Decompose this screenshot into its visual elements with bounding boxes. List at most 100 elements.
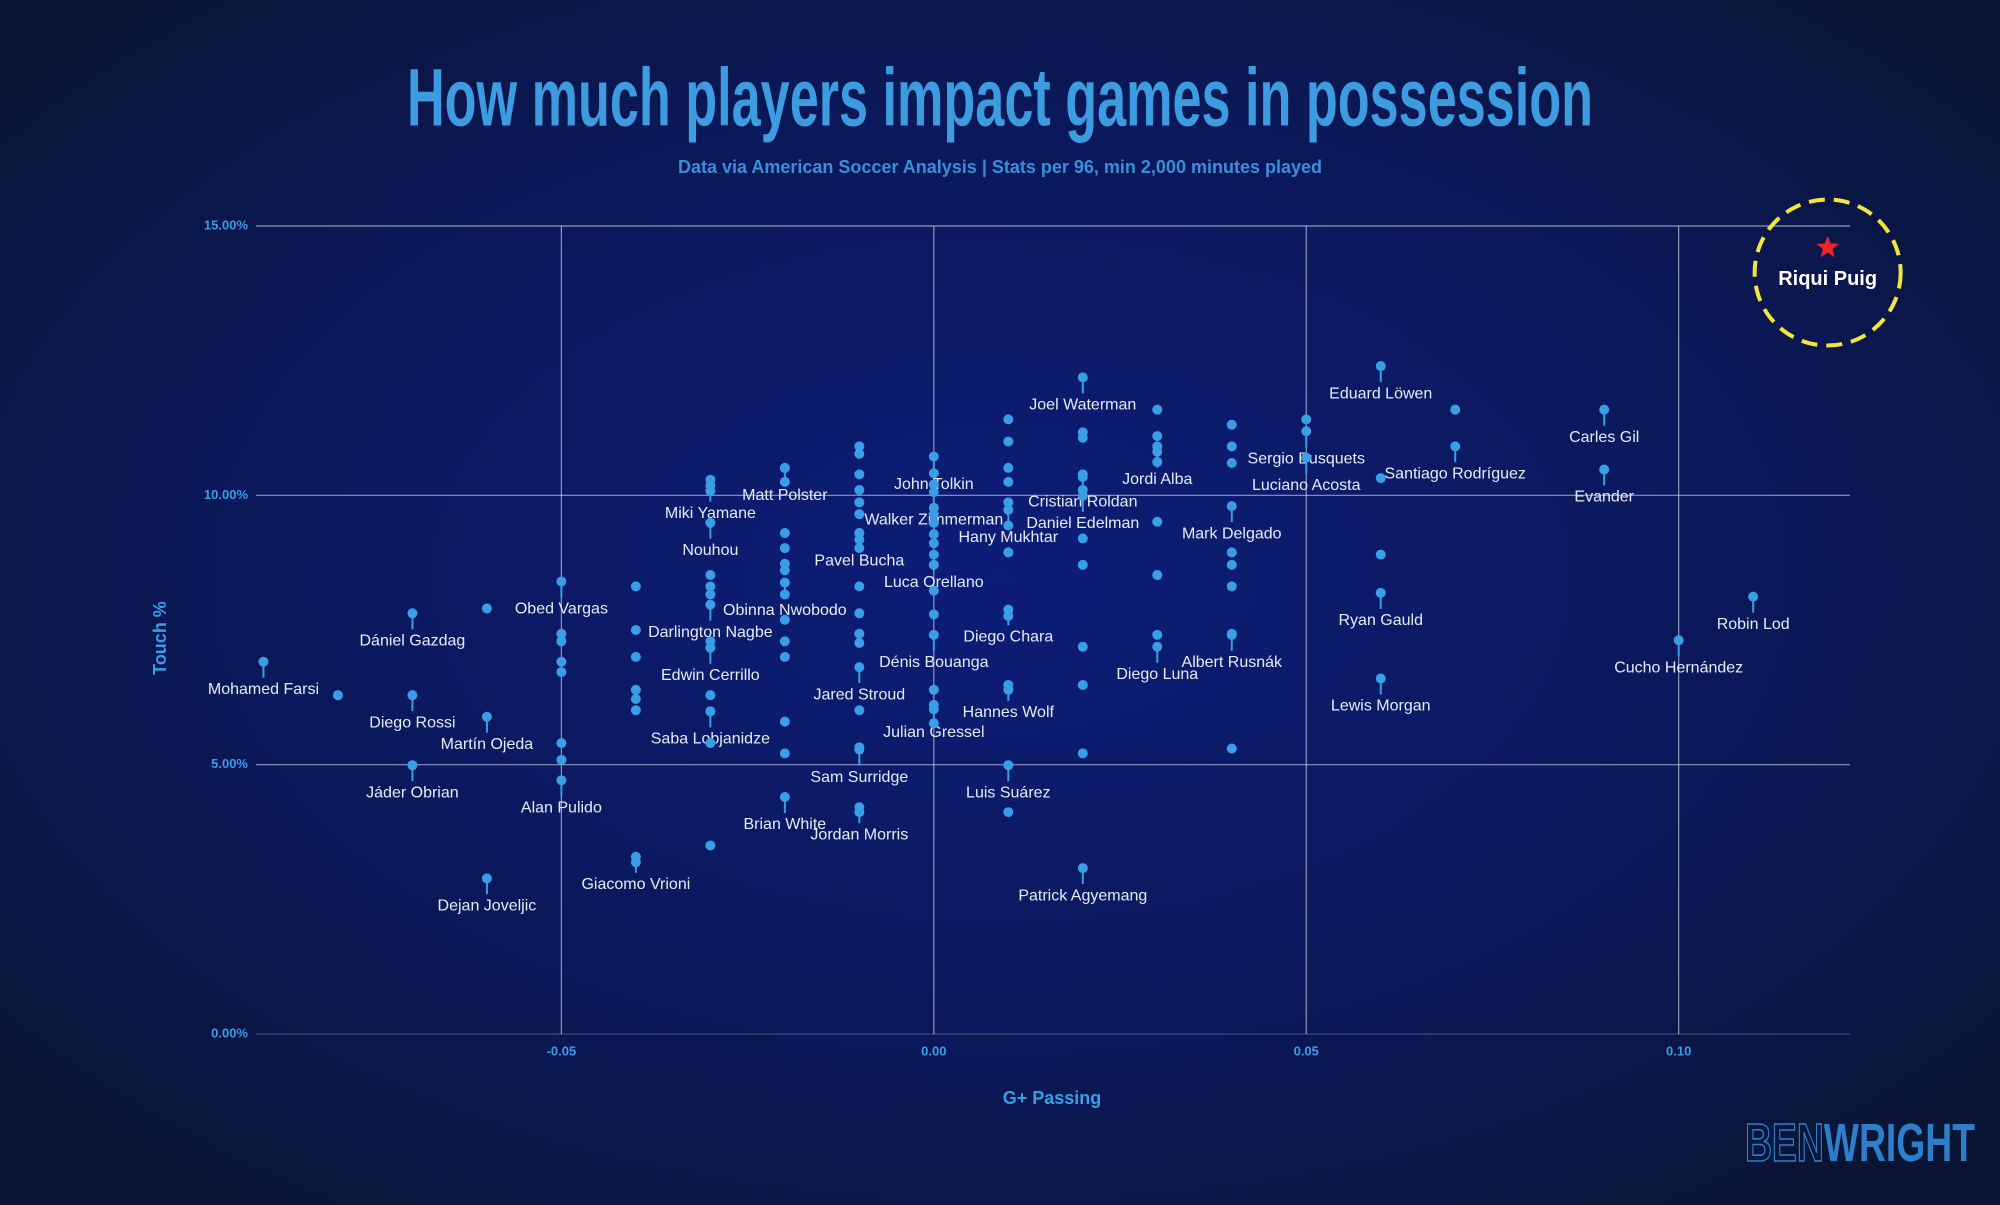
point — [705, 486, 716, 497]
point — [630, 581, 641, 592]
point — [1003, 684, 1014, 695]
point — [1301, 426, 1312, 437]
point — [1226, 441, 1237, 452]
point — [630, 684, 641, 695]
point — [928, 487, 939, 498]
point — [705, 570, 716, 581]
point-label: Obinna Nwobodo — [723, 602, 847, 619]
point-label: Patrick Agyemang — [1018, 887, 1147, 904]
point — [1375, 549, 1386, 560]
point — [481, 603, 492, 614]
point — [854, 448, 865, 459]
point — [705, 589, 716, 600]
chart-title: How much players impact games in possess… — [407, 53, 1593, 144]
point — [1226, 581, 1237, 592]
point — [705, 738, 716, 749]
point — [1301, 414, 1312, 425]
point-label: Julian Gressel — [883, 724, 984, 741]
point — [1077, 533, 1088, 544]
point — [481, 873, 492, 884]
point — [705, 517, 716, 528]
point-label: Luciano Acosta — [1252, 477, 1361, 494]
point — [1450, 404, 1461, 415]
point — [556, 738, 567, 749]
point — [1748, 591, 1759, 602]
point — [928, 468, 939, 479]
point — [928, 479, 939, 490]
point-label: Dejan Joveljic — [438, 898, 537, 915]
point — [556, 754, 567, 765]
point — [1003, 462, 1014, 473]
point — [556, 576, 567, 587]
point-label: Hany Mukhtar — [959, 529, 1059, 546]
x-tick-label: -0.05 — [547, 1043, 577, 1058]
point — [630, 693, 641, 704]
point-label: Darlington Nagbe — [648, 624, 773, 641]
point — [407, 690, 418, 701]
point-label: Dénis Bouanga — [879, 654, 989, 671]
point — [1003, 497, 1014, 508]
point — [1003, 520, 1014, 531]
point-label: Jared Stroud — [814, 686, 906, 703]
point — [1226, 547, 1237, 558]
point — [1226, 458, 1237, 469]
point — [779, 543, 790, 554]
point — [1226, 501, 1237, 512]
y-tick-label: 15.00% — [204, 217, 249, 232]
point — [556, 667, 567, 678]
point-label: Miki Yamane — [665, 505, 756, 522]
point — [556, 656, 567, 667]
point-label: Giacomo Vrioni — [581, 876, 690, 893]
point — [556, 775, 567, 786]
point — [779, 528, 790, 539]
point-label: Diego Luna — [1116, 666, 1198, 683]
point — [1226, 743, 1237, 754]
point — [928, 609, 939, 620]
point — [928, 559, 939, 570]
point — [854, 534, 865, 545]
point-label: Pavel Bucha — [814, 552, 904, 569]
point — [928, 451, 939, 462]
point — [407, 608, 418, 619]
point-label: Luis Suárez — [966, 784, 1051, 801]
point — [854, 543, 865, 554]
point — [854, 608, 865, 619]
point — [1077, 484, 1088, 495]
point-label: Diego Chara — [963, 629, 1053, 646]
point — [630, 705, 641, 716]
point — [556, 636, 567, 647]
point — [854, 628, 865, 639]
point — [407, 760, 418, 771]
point-label: Luca Orellano — [884, 574, 984, 591]
point — [779, 565, 790, 576]
point — [1375, 473, 1386, 484]
y-tick-label: 10.00% — [204, 487, 249, 502]
credit: BENWRIGHT — [1745, 1113, 1975, 1173]
point — [1003, 610, 1014, 621]
point — [1003, 436, 1014, 447]
point — [1003, 547, 1014, 558]
point — [1077, 559, 1088, 570]
point — [928, 549, 939, 560]
point-label: Matt Polster — [742, 487, 828, 504]
point — [1152, 404, 1163, 415]
point — [1077, 641, 1088, 652]
plot-area: 0.00% 5.00% 10.00% 15.00% -0.05 0.00 0.05 0.10 M… — [204, 197, 1903, 1058]
point — [1152, 629, 1163, 640]
point-label: Martín Ojeda — [441, 736, 534, 753]
point — [1599, 404, 1610, 415]
point — [1003, 760, 1014, 771]
point-label: Santiago Rodríguez — [1385, 466, 1526, 483]
point — [630, 857, 641, 868]
point — [854, 742, 865, 753]
point — [854, 497, 865, 508]
point — [779, 476, 790, 487]
point — [705, 474, 716, 485]
credit-second: WRIGHT — [1824, 1113, 1975, 1173]
point — [1077, 748, 1088, 759]
point — [1077, 432, 1088, 443]
point — [1077, 472, 1088, 483]
